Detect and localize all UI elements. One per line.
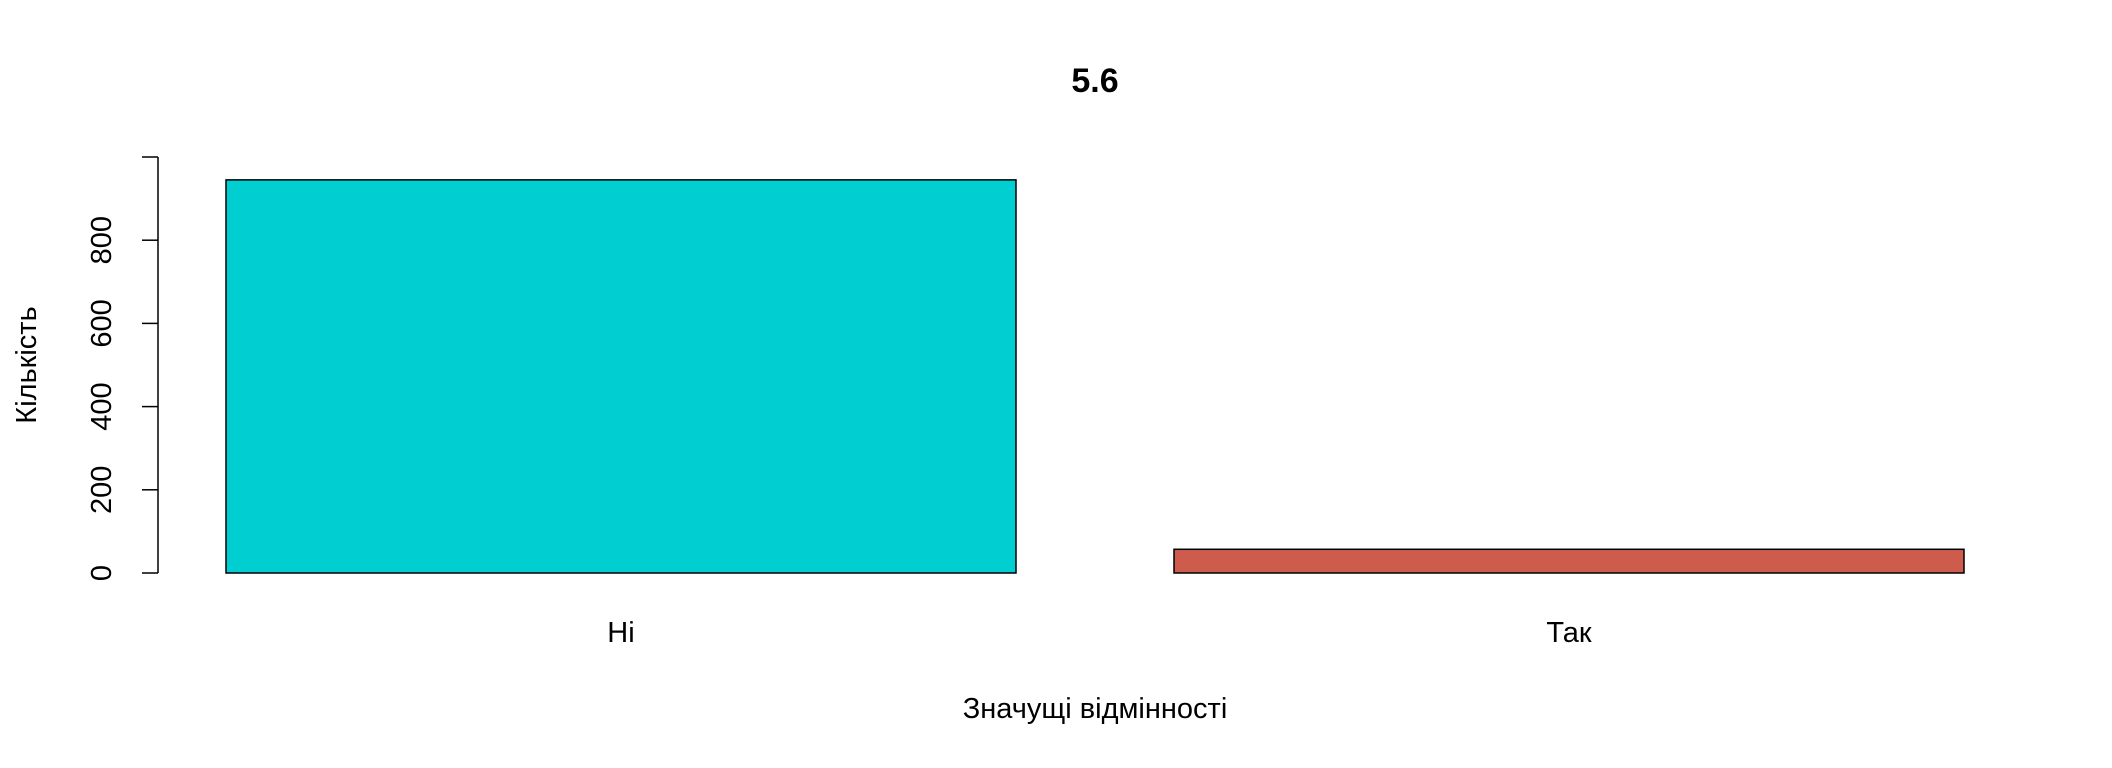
y-axis: 0 200 400 600 800 xyxy=(86,156,159,581)
chart-title: 5.6 xyxy=(1071,62,1118,100)
y-tick-label: 400 xyxy=(86,382,118,430)
x-tick-label: Ні xyxy=(607,617,634,649)
x-axis-label: Значущі відмінності xyxy=(963,693,1228,725)
y-tick-label: 200 xyxy=(86,466,118,514)
bar-2 xyxy=(1173,548,1965,574)
bars-group xyxy=(225,179,1965,574)
x-tick-label: Так xyxy=(1546,617,1592,649)
bar-1 xyxy=(225,179,1017,574)
y-axis-label: Кількість xyxy=(11,306,43,423)
y-tick-label: 0 xyxy=(86,565,118,581)
x-tick-labels: Ні Так xyxy=(607,617,1592,649)
y-tick-label: 800 xyxy=(86,216,118,264)
y-tick-label: 600 xyxy=(86,299,118,347)
